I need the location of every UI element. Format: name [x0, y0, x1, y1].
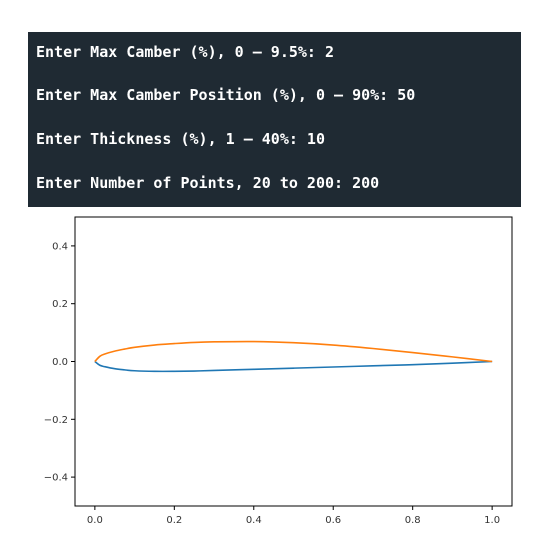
term-line-thickness: Enter Thickness (%), 1 – 40%: 10: [36, 130, 325, 148]
series-line-upper-surface: [94, 340, 493, 363]
term-line-num-points: Enter Number of Points, 20 to 200: 200: [36, 174, 380, 192]
term-line-camber-position: Enter Max Camber Position (%), 0 – 90%: …: [36, 86, 416, 104]
airfoil-chart: 0.0 0.2 0.4 0.6 0.8 1.0 0.4 0.2 0.0 −0.2 −0.4: [44, 216, 513, 526]
series-layer: [94, 340, 493, 373]
y-tick-label: 0.2: [52, 299, 68, 310]
y-tick-label: −0.2: [44, 415, 68, 426]
airfoil-plot: 0.0 0.2 0.4 0.6 0.8 1.0 0.4 0.2 0.0 −0.2 −0.4: [0, 207, 554, 540]
series-line-lower-surface: [94, 360, 493, 373]
x-tick-label: 1.0: [484, 515, 500, 526]
x-tick-label: 0.0: [87, 515, 103, 526]
x-tick-label: 0.4: [246, 515, 262, 526]
axes-ticks: 0.0 0.2 0.4 0.6 0.8 1.0 0.4 0.2 0.0 −0.2 −0.4: [44, 241, 500, 526]
terminal-output: Enter Max Camber (%), 0 – 9.5%: 2 Enter …: [28, 32, 521, 207]
x-tick-label: 0.6: [325, 515, 341, 526]
y-tick-label: −0.4: [44, 473, 68, 484]
plot-frame: [74, 216, 513, 507]
x-tick-label: 0.8: [405, 515, 421, 526]
y-tick-label: 0.0: [52, 357, 68, 368]
y-tick-label: 0.4: [52, 241, 68, 252]
x-tick-label: 0.2: [166, 515, 182, 526]
term-line-max-camber: Enter Max Camber (%), 0 – 9.5%: 2: [36, 43, 335, 61]
